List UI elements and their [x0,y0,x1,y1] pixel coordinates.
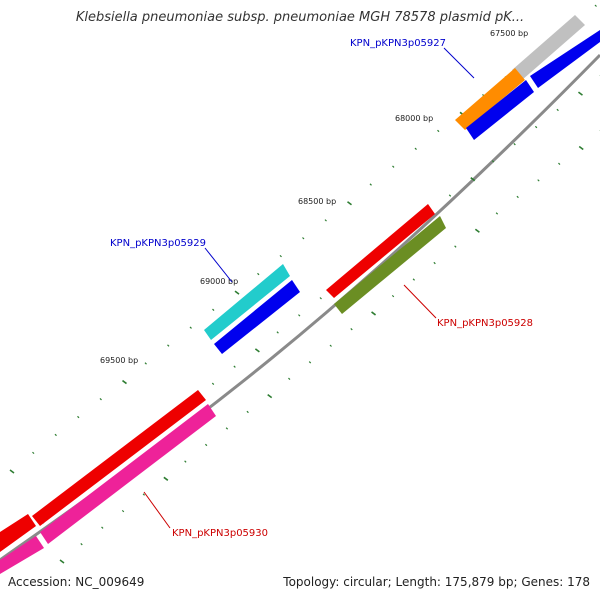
tick-mark [122,379,127,385]
accession-label: Accession: NC_009649 [8,575,145,589]
tick-mark [319,297,322,300]
gene-orange-bar[interactable] [455,68,525,130]
gene-labels: KPN_pKPN3p05927 KPN_pKPN3p05929 KPN_pKPN… [110,38,533,539]
gene-label-05929[interactable]: KPN_pKPN3p05929 [110,238,206,249]
tick-mark [556,108,559,112]
tick-mark [578,145,584,151]
tick-mark [279,254,282,258]
tick-mark [347,201,352,206]
tick-mark [537,179,540,182]
tick-mark [276,331,279,334]
tick-mark [144,362,147,365]
gene-label-05927[interactable]: KPN_pKPN3p05927 [350,38,446,49]
tick-mark [302,237,305,240]
gene-blue-bar-middle[interactable] [214,280,300,354]
tick-mark [433,261,436,265]
gene-gray-bar[interactable] [512,15,585,80]
tick-mark [558,162,561,166]
gene-red-bar-corner[interactable] [0,514,36,552]
topology-summary: Topology: circular; Length: 175,879 bp; … [283,575,590,589]
tick-mark [32,451,35,455]
gene-pink-bar[interactable] [40,404,216,544]
tick-mark [288,377,291,381]
tick-mark [516,195,519,199]
gene-red-bar-middle[interactable] [326,204,435,298]
bp-label-68500: 68500 bp [298,197,336,206]
tick-mark [163,476,169,481]
gene-label-05930[interactable]: KPN_pKPN3p05930 [172,528,268,539]
tick-mark [234,290,240,295]
tick-mark [211,382,215,386]
map-title: Klebsiella pneumoniae subsp. pneumoniae … [75,10,525,25]
tick-mark [324,219,327,222]
tick-mark [54,433,57,437]
tick-mark [412,278,416,281]
tick-mark [204,443,208,447]
tick-mark [189,326,192,329]
tick-mark [184,460,187,463]
gene-features [0,15,600,574]
tick-mark [246,410,249,414]
tick-mark [414,147,417,151]
tick-mark [577,91,583,96]
tick-mark [470,177,476,182]
tick-mark [121,509,125,513]
tick-mark [491,160,495,163]
tick-mark [308,361,312,364]
tick-mark [437,129,440,133]
gene-pink-bar-corner[interactable] [0,536,44,574]
gene-label-05928[interactable]: KPN_pKPN3p05928 [437,318,533,329]
tick-mark [212,308,215,311]
tick-mark [298,314,301,317]
leader-lines [143,47,475,529]
tick-mark [167,344,170,347]
gene-red-bar-bottom[interactable] [32,390,206,526]
tick-mark [371,311,377,316]
bp-label-67500: 67500 bp [490,29,528,38]
tick-mark [369,183,372,186]
tick-mark [233,365,236,368]
tick-mark [495,212,499,215]
tick-mark [392,165,395,168]
tick-mark [350,328,353,331]
tick-mark [391,294,395,298]
tick-mark [59,559,65,564]
tick-mark [254,348,260,353]
tick-mark [99,398,102,401]
gene-olive-bar[interactable] [334,216,446,314]
tick-mark [225,427,229,430]
gene-blue-bar-top[interactable] [530,30,600,88]
tick-mark [534,125,538,129]
bp-label-68000: 68000 bp [395,114,433,123]
tick-mark [594,4,597,7]
tick-mark [142,493,146,496]
gene-blue-bar-top-2[interactable] [466,80,534,140]
tick-mark [257,272,260,276]
tick-mark [513,143,516,146]
tick-mark [9,469,15,474]
bp-tick-labels: 67500 bp 68000 bp 68500 bp 69000 bp 6950… [100,29,528,365]
gene-cyan-bar[interactable] [204,264,290,340]
tick-mark [77,415,80,419]
tick-mark [80,543,83,546]
tick-mark [448,194,452,197]
tick-mark [329,344,332,347]
tick-mark [474,228,480,233]
tick-mark [267,393,273,399]
tick-mark [454,245,457,248]
tick-mark [101,526,104,529]
bp-label-69500: 69500 bp [100,356,138,365]
bp-label-69000: 69000 bp [200,277,238,286]
